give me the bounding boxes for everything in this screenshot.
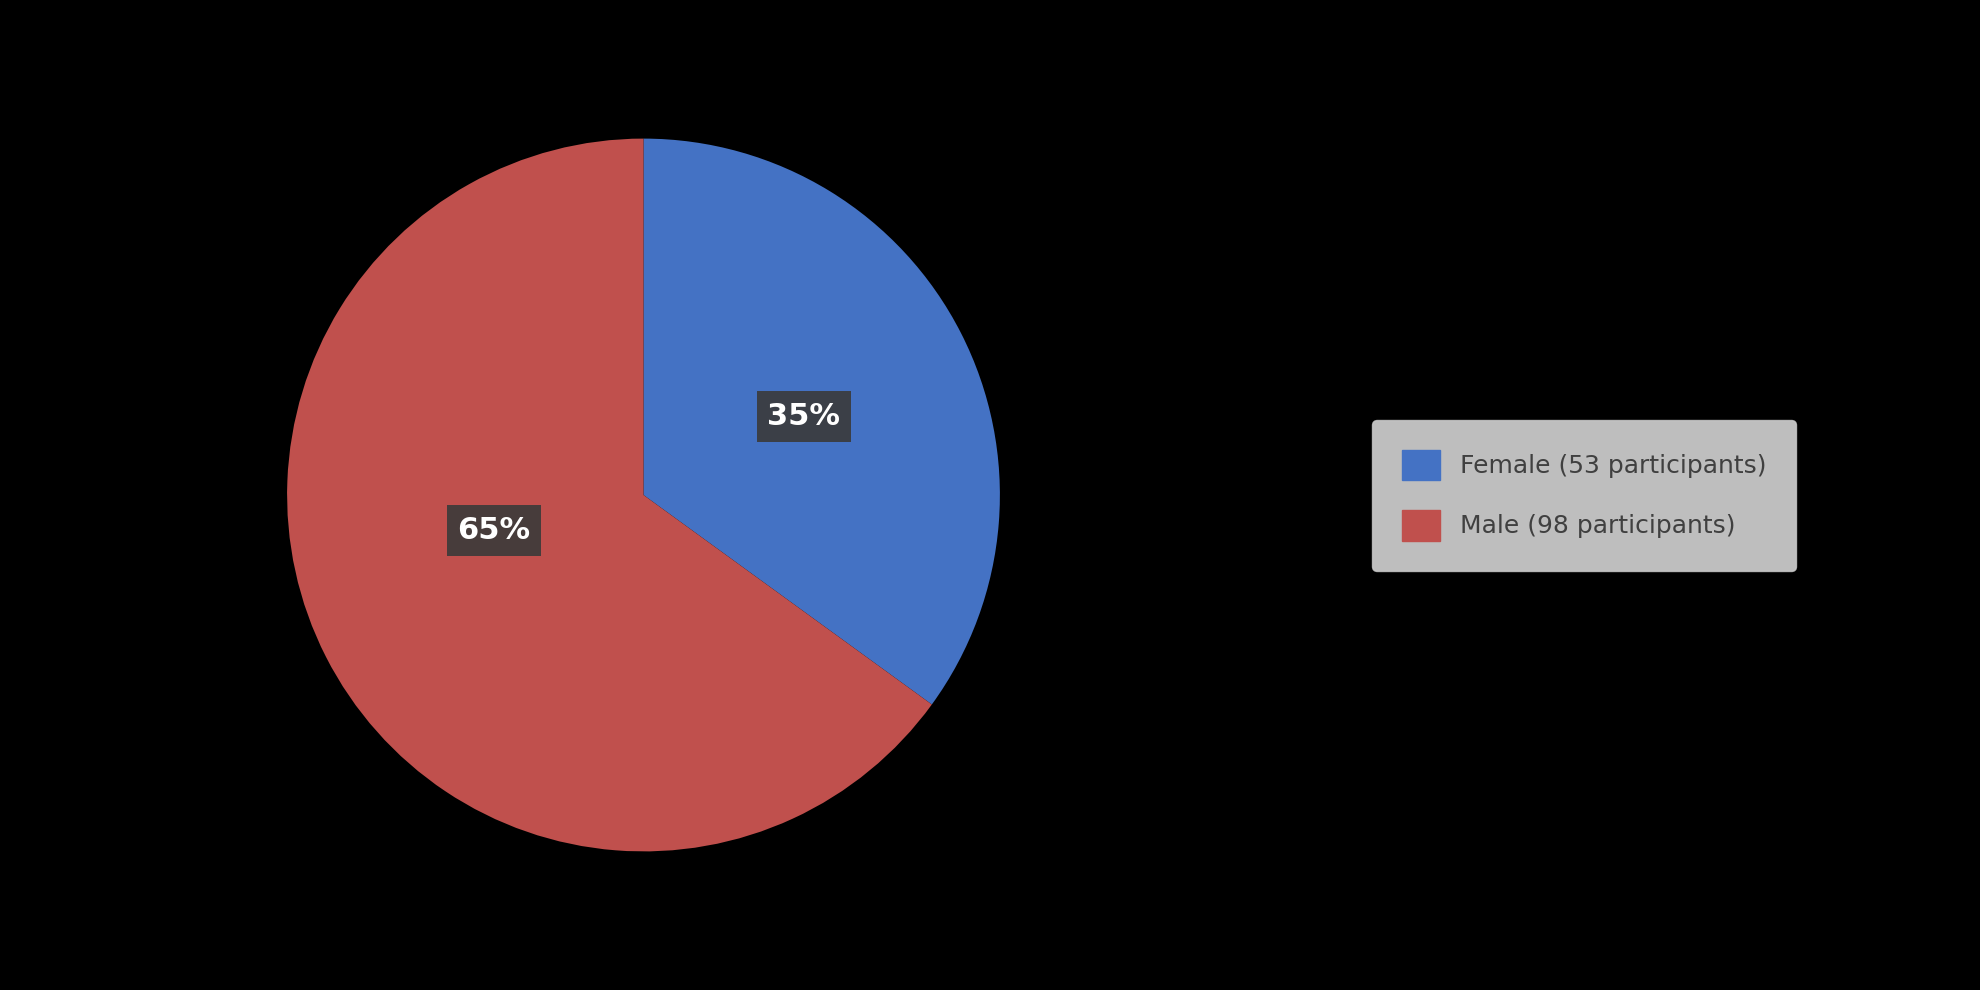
Legend: Female (53 participants), Male (98 participants): Female (53 participants), Male (98 parti… <box>1372 420 1796 570</box>
Text: 35%: 35% <box>768 402 840 431</box>
Wedge shape <box>287 139 933 851</box>
Wedge shape <box>644 139 1000 705</box>
Text: 65%: 65% <box>457 516 531 545</box>
